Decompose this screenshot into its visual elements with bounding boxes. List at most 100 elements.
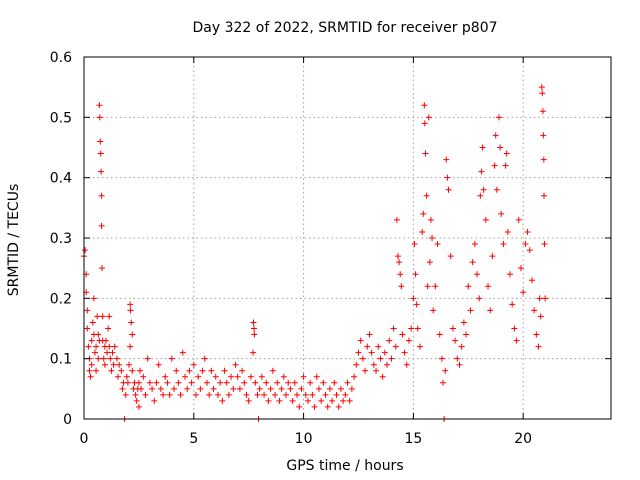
data-point (123, 373, 130, 380)
data-point (97, 150, 104, 157)
data-point (173, 367, 180, 374)
data-point (100, 355, 107, 362)
chart-title: Day 322 of 2022, SRMTID for receiver p80… (192, 20, 497, 36)
data-point (267, 385, 274, 392)
data-point (90, 295, 97, 302)
data-point (368, 349, 375, 356)
plot-frame (83, 56, 612, 420)
data-point (424, 283, 431, 290)
data-point (129, 367, 136, 374)
data-point (511, 325, 518, 332)
data-point (541, 241, 548, 248)
data-point (304, 397, 311, 404)
data-point (346, 397, 353, 404)
data-point (331, 379, 338, 386)
data-point (177, 391, 184, 398)
data-point (234, 373, 241, 380)
data-point (357, 337, 364, 344)
data-point (522, 241, 529, 248)
data-point (421, 102, 428, 109)
y-tick-label: 0 (63, 412, 72, 428)
data-point (430, 307, 437, 314)
axis-ticks (83, 56, 611, 420)
data-point (109, 349, 116, 356)
data-point (390, 325, 397, 332)
data-point (151, 397, 158, 404)
data-point (498, 210, 505, 217)
data-point (436, 331, 443, 338)
y-tick-label: 0.3 (50, 231, 72, 247)
data-point (471, 241, 478, 248)
data-point (162, 373, 169, 380)
data-point (396, 259, 403, 266)
data-point (283, 391, 290, 398)
data-point (517, 265, 524, 272)
data-point (245, 397, 252, 404)
data-point (110, 361, 117, 368)
data-point (399, 331, 406, 338)
data-point (168, 355, 175, 362)
data-point (144, 355, 151, 362)
data-point (526, 247, 533, 254)
data-point (513, 337, 520, 344)
data-point (442, 367, 449, 374)
data-point (127, 307, 134, 314)
data-point (524, 228, 531, 235)
data-point (393, 216, 400, 223)
data-point (291, 379, 298, 386)
data-point (201, 355, 208, 362)
data-point (359, 355, 366, 362)
data-point (454, 355, 461, 362)
x-tick-labels: 0 5 10 15 20 (80, 431, 533, 447)
data-point (86, 367, 93, 374)
data-point (98, 168, 105, 175)
data-point (135, 379, 142, 386)
y-axis-label: SRMTID / TECUs (6, 184, 22, 297)
data-point (302, 391, 309, 398)
y-tick-label: 0.2 (50, 291, 72, 307)
data-point (405, 337, 412, 344)
data-point (411, 241, 418, 248)
data-point (420, 210, 427, 217)
data-point (386, 337, 393, 344)
grid (84, 57, 611, 419)
data-point (94, 313, 101, 320)
data-point (157, 385, 164, 392)
data-point (381, 349, 388, 356)
data-point (397, 271, 404, 278)
y-tick-label: 0.4 (50, 171, 72, 187)
data-point (427, 216, 434, 223)
data-point (113, 355, 120, 362)
data-point (214, 391, 221, 398)
data-point (203, 379, 210, 386)
data-point (263, 379, 270, 386)
data-point (99, 265, 106, 272)
data-point (326, 385, 333, 392)
data-point (479, 144, 486, 151)
data-point (142, 391, 149, 398)
data-point (89, 319, 96, 326)
data-point (149, 385, 156, 392)
data-point (84, 307, 91, 314)
data-point (313, 373, 320, 380)
data-point (333, 391, 340, 398)
data-point (225, 391, 232, 398)
data-point (536, 295, 543, 302)
data-point (116, 361, 123, 368)
data-point (429, 235, 436, 241)
data-point (88, 337, 95, 344)
data-point (500, 241, 507, 248)
data-point (506, 271, 513, 278)
data-point (392, 343, 399, 350)
data-point (289, 397, 296, 404)
data-point (106, 343, 113, 350)
data-point (539, 108, 546, 115)
data-point (375, 343, 382, 350)
data-point (95, 331, 102, 338)
data-point (421, 120, 428, 127)
data-point (212, 373, 219, 380)
data-point (228, 373, 235, 380)
data-point (221, 367, 228, 374)
data-point (118, 367, 125, 374)
data-point (208, 367, 215, 374)
